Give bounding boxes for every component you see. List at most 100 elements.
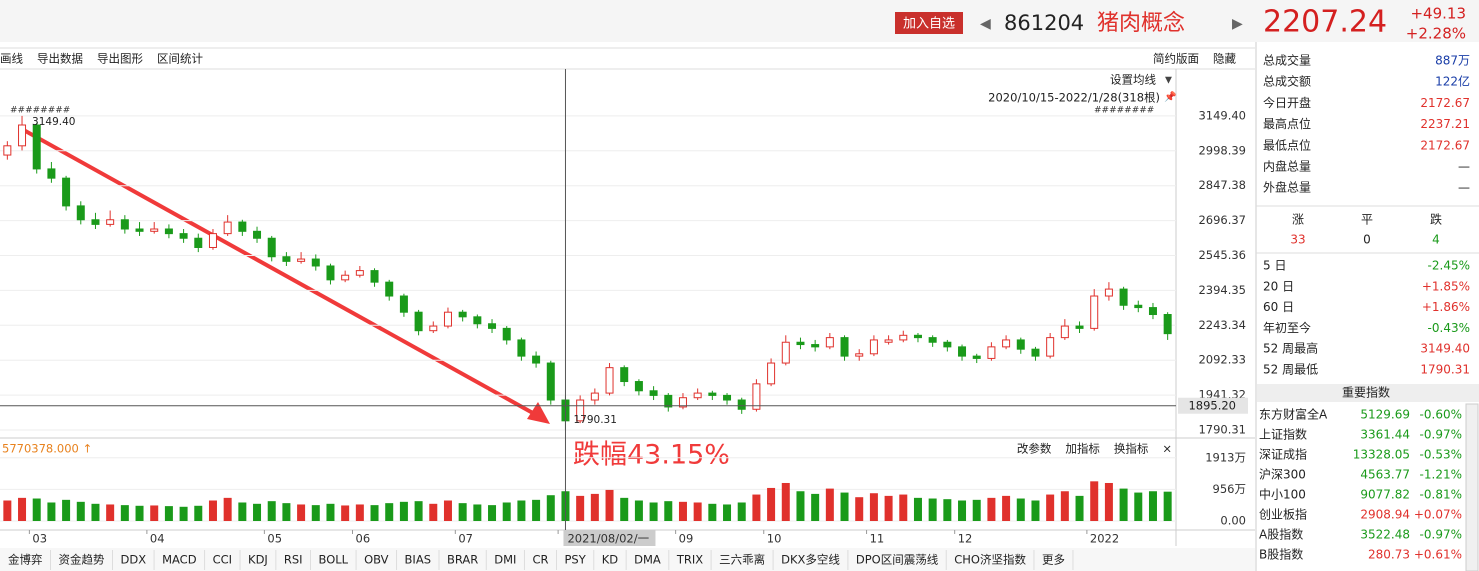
indicator-tab[interactable]: CCI — [213, 553, 232, 567]
indicator-tab[interactable]: RSI — [284, 553, 303, 567]
volume-bar — [488, 505, 497, 521]
add-button-text[interactable]: 加入自选 — [903, 17, 955, 32]
volume-bar — [502, 502, 511, 521]
volume-bar — [517, 500, 526, 521]
indicator-tab[interactable]: 三六乖离 — [719, 553, 765, 567]
toolbar-button[interactable]: 区间统计 — [157, 52, 203, 66]
indicator-tab[interactable]: KDJ — [248, 553, 268, 567]
dropdown[interactable]: ▼ — [1165, 76, 1172, 86]
indicator-tab[interactable]: DMA — [634, 553, 661, 567]
volume-bar — [473, 504, 482, 521]
indicator-tab[interactable]: 更多 — [1042, 553, 1065, 567]
arrow-head — [527, 402, 550, 424]
volume-bar — [62, 499, 71, 521]
breadth-label: 跌 — [1430, 212, 1442, 227]
indicator-tab[interactable]: MACD — [162, 553, 197, 567]
index-change: -1.21% — [1420, 468, 1462, 482]
month-label: 2022 — [1090, 532, 1119, 546]
min-label: 1790.31 — [573, 414, 616, 426]
indicator-tab[interactable]: DDX — [121, 553, 147, 567]
toolbar-button[interactable]: 隐藏 — [1213, 52, 1236, 66]
indicator-tab[interactable]: CHO济坚指数 — [954, 553, 1026, 567]
candle-body — [620, 367, 629, 383]
candle-body — [267, 237, 276, 258]
candle-body — [326, 265, 335, 281]
index-value: 9077.82 — [1360, 488, 1410, 502]
volume-bar — [576, 495, 585, 521]
indicator-tab[interactable]: PSY — [564, 553, 586, 567]
candle-body — [47, 168, 56, 179]
prev-arrow[interactable]: ◀ — [980, 16, 991, 32]
stat-value: 122亿 — [1435, 74, 1470, 89]
top-bar — [0, 0, 1479, 42]
volume-bar — [208, 500, 217, 521]
ma-setting[interactable]: 设置均线 — [1110, 73, 1156, 87]
code: 861204 — [1004, 11, 1084, 35]
toolbar-button[interactable]: 画线 — [0, 52, 23, 66]
indicator-tab[interactable]: DKX多空线 — [781, 553, 840, 567]
indicator-button[interactable]: 改参数 — [1017, 442, 1052, 456]
volume-bar — [928, 498, 937, 521]
indicator-tab[interactable]: 资金趋势 — [59, 553, 105, 567]
y-tick-label: 2243.34 — [1198, 318, 1246, 332]
indicator-tab[interactable]: KD — [602, 553, 619, 567]
indicator-button[interactable]: 加指标 — [1065, 442, 1100, 456]
indicator-tab[interactable]: DMI — [494, 553, 516, 567]
index-value: 280.73 — [1368, 548, 1410, 562]
volume-bar — [238, 502, 247, 521]
volume-bar — [723, 504, 732, 521]
volume-bar — [649, 502, 658, 521]
indicator-tab[interactable]: OBV — [364, 553, 389, 567]
volume-bar — [546, 495, 555, 521]
period-value: -2.45% — [1428, 259, 1470, 273]
indicator-tab[interactable]: TRIX — [676, 553, 703, 567]
volume-bar — [1119, 488, 1128, 521]
indicator-tab[interactable]: CR — [532, 553, 548, 567]
volume-bar — [18, 497, 27, 521]
volume-bar — [1148, 491, 1157, 521]
volume-bar — [840, 492, 849, 521]
add-button[interactable] — [895, 12, 963, 34]
indicator-button[interactable]: × — [1162, 442, 1172, 456]
pin[interactable]: 📌 — [1164, 90, 1177, 103]
period-label: 年初至今 — [1263, 320, 1311, 335]
candle-body — [106, 219, 115, 225]
stat-value: 887万 — [1435, 54, 1470, 68]
stat-value: — — [1458, 181, 1470, 195]
month-label: 2021/08/02/一 — [567, 532, 649, 546]
volume-bar — [429, 503, 438, 521]
candle-body — [517, 339, 526, 357]
toolbar-button[interactable]: 导出数据 — [37, 52, 83, 66]
month-label: 04 — [150, 532, 165, 546]
candle-body — [840, 337, 849, 357]
candle-body — [928, 337, 937, 343]
stat-label: 今日开盘 — [1263, 95, 1311, 110]
candle-body — [576, 399, 585, 422]
month-label: 10 — [767, 532, 782, 546]
indicator-tab[interactable]: BRAR — [447, 553, 478, 567]
toolbar-button[interactable]: 简约版面 — [1153, 52, 1199, 66]
indicator-button[interactable]: 换指标 — [1114, 442, 1149, 456]
candle-body — [899, 334, 908, 341]
candle-body — [150, 228, 159, 232]
next-arrow[interactable]: ▶ — [1232, 16, 1243, 32]
toolbar-button[interactable]: 导出图形 — [97, 52, 143, 66]
month-label: 05 — [267, 532, 282, 546]
index-name: 沪深300 — [1259, 468, 1306, 482]
volume-bar — [341, 505, 350, 521]
period-label: 52 周最高 — [1263, 341, 1318, 356]
stat-value: 2172.67 — [1420, 138, 1470, 152]
candle-body — [414, 311, 423, 332]
month-label: 12 — [958, 532, 973, 546]
indicator-tab[interactable]: 金博弈 — [8, 553, 43, 567]
indicator-tab[interactable]: DPO区间震荡线 — [856, 553, 939, 567]
candle-body — [1119, 288, 1128, 306]
volume-bar — [1104, 482, 1113, 521]
volume-bar — [194, 505, 203, 521]
candle-body — [1002, 339, 1011, 348]
indicator-tab[interactable]: BIAS — [405, 553, 431, 567]
y-tick-label: 2545.36 — [1198, 248, 1246, 262]
volume-bar — [223, 497, 232, 521]
candle-body — [208, 233, 217, 248]
indicator-tab[interactable]: BOLL — [319, 553, 349, 567]
